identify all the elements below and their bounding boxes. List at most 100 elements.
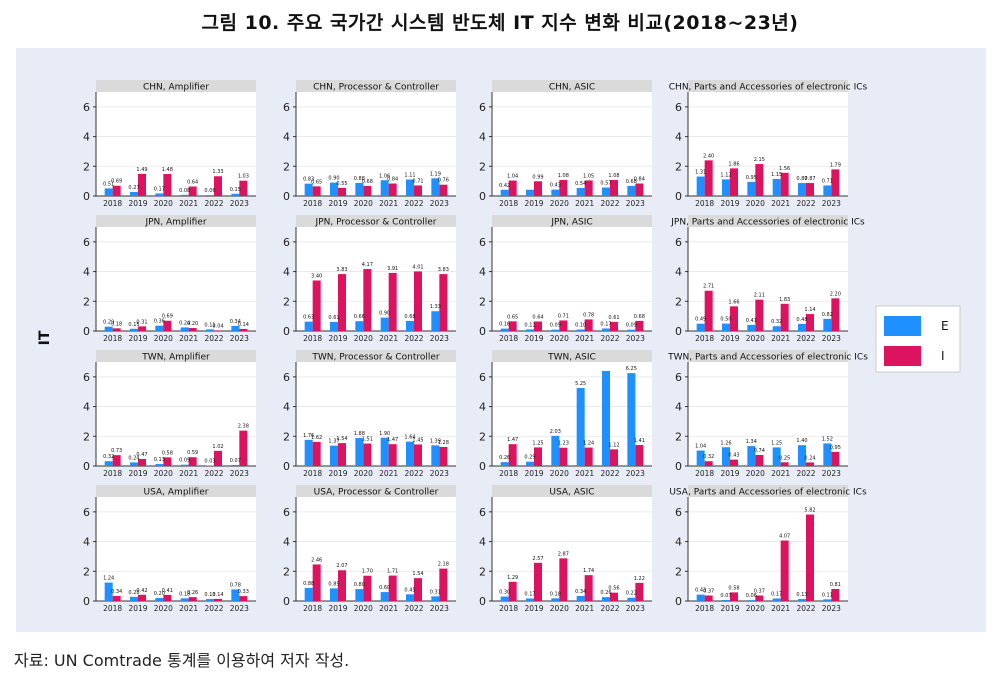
data-label-I: 2.15 [754, 157, 765, 163]
panel-header-bg [96, 485, 256, 497]
bar-I [312, 280, 321, 331]
bar-I [338, 570, 346, 601]
data-label-I: 1.25 [532, 440, 543, 446]
y-tick-label: 6 [675, 101, 682, 114]
data-label-I: 1.08 [608, 173, 619, 179]
y-tick-label: 0 [479, 595, 486, 608]
bar-I [414, 271, 422, 331]
bar-I [831, 451, 840, 466]
x-tick-label: 2022 [204, 199, 223, 208]
bar-I [508, 444, 517, 466]
panel-title: TWN, Amplifier [141, 353, 210, 363]
bar-E [696, 450, 705, 466]
bar-E [551, 598, 560, 601]
data-label-E: 0.88 [354, 176, 365, 182]
bar-E [330, 182, 338, 196]
plot-area [296, 227, 456, 331]
data-label-E: 1.52 [822, 436, 833, 442]
x-tick-label: 2020 [550, 199, 569, 208]
data-label-I: 4.07 [779, 534, 790, 540]
panel-header-bg [688, 215, 848, 227]
x-tick-label: 2023 [430, 469, 449, 478]
bar-E [355, 321, 364, 331]
y-tick-label: 4 [675, 131, 682, 144]
y-tick-label: 4 [83, 266, 90, 279]
bar-I [338, 274, 346, 331]
data-label-I: 0.69 [111, 179, 122, 185]
data-label-E: 0.26 [499, 455, 510, 461]
panel-header-bg [492, 80, 652, 92]
data-label-I: 0.34 [111, 589, 122, 595]
panel-title: USA, Processor & Controller [314, 488, 439, 498]
data-label-E: 0.18 [179, 591, 190, 597]
bar-I [806, 462, 814, 466]
bar-E [304, 439, 313, 466]
data-label-E: 0.09 [550, 323, 561, 329]
data-label-E: 2.03 [550, 429, 561, 435]
plot-area [296, 92, 456, 196]
data-label-E: 1.15 [771, 172, 782, 178]
data-label-I: 1.70 [362, 569, 373, 575]
y-tick-label: 0 [283, 595, 290, 608]
data-label-I: 1.54 [336, 436, 347, 442]
data-label-I: 0.42 [136, 588, 147, 594]
x-tick-label: 2022 [600, 604, 619, 613]
bar-E [180, 598, 189, 601]
bar-I [112, 328, 121, 331]
data-label-I: 1.54 [412, 571, 423, 577]
x-tick-label: 2023 [822, 469, 841, 478]
plot-area [96, 92, 256, 196]
x-tick-label: 2019 [128, 604, 147, 613]
data-label-I: 1.74 [583, 568, 594, 574]
data-label-E: 0.90 [328, 176, 339, 182]
bar-E [798, 183, 806, 196]
source-note: 자료: UN Comtrade 통계를 이용하여 저자 작성. [14, 651, 350, 670]
data-label-I: 1.22 [634, 576, 645, 582]
bar-I [439, 568, 448, 601]
bar-I [755, 595, 764, 601]
bar-E [180, 327, 189, 331]
x-tick-label: 2021 [179, 469, 198, 478]
bar-I [163, 594, 172, 601]
panel-title: JPN, Processor & Controller [315, 218, 437, 228]
data-label-I: 2.46 [311, 557, 322, 563]
bar-E [180, 464, 189, 466]
plot-area [688, 227, 848, 331]
bar-I [363, 269, 372, 331]
bar-I [584, 447, 593, 466]
x-tick-label: 2021 [179, 199, 198, 208]
y-tick-label: 0 [283, 190, 290, 203]
bar-E [380, 592, 389, 601]
bar-I [755, 455, 764, 466]
bar-E [155, 598, 164, 601]
bar-I [138, 594, 146, 601]
bar-E [627, 373, 636, 466]
bar-I [508, 581, 517, 601]
data-label-E: 0.61 [328, 315, 339, 321]
x-tick-label: 2018 [499, 469, 518, 478]
plot-area [492, 92, 652, 196]
x-tick-label: 2018 [499, 604, 518, 613]
x-tick-label: 2020 [354, 604, 373, 613]
bar-E [602, 370, 610, 466]
plot-area [492, 497, 652, 601]
bar-I [239, 180, 248, 196]
bar-I [635, 445, 644, 466]
bar-I [780, 303, 789, 331]
y-tick-label: 6 [675, 506, 682, 519]
y-tick-label: 2 [479, 295, 486, 308]
plot-area [688, 92, 848, 196]
data-label-I: 0.87 [804, 176, 815, 182]
bar-I [780, 172, 789, 196]
data-label-I: 3.83 [336, 267, 347, 273]
y-tick-label: 2 [479, 565, 486, 578]
data-label-E: 1.39 [430, 438, 441, 444]
bar-I [559, 558, 568, 601]
data-label-I: 0.78 [583, 312, 594, 318]
bar-I [704, 290, 713, 331]
panel-title: CHN, Parts and Accessories of electronic… [669, 83, 868, 93]
x-tick-label: 2019 [328, 469, 347, 478]
data-label-E: 0.71 [822, 178, 833, 184]
data-label-E: 0.60 [379, 585, 390, 591]
bar-I [559, 179, 568, 196]
